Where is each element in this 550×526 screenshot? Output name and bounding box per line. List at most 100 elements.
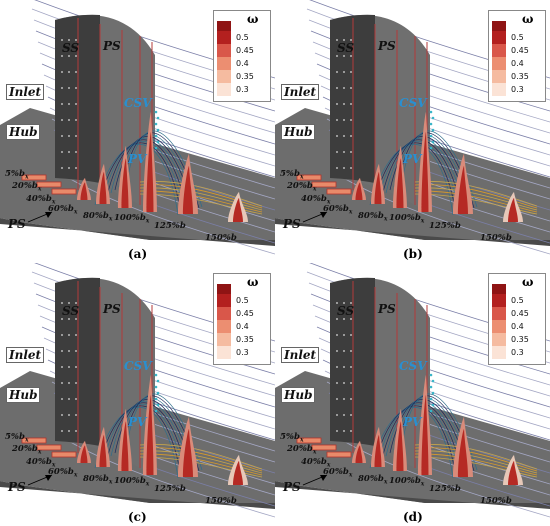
- label-ps-arrow: PS: [283, 480, 301, 494]
- surface-marker: [343, 366, 345, 368]
- ps-pointer-arrowhead: [45, 212, 52, 218]
- station-label: 20%bx: [287, 182, 316, 193]
- legend-tick: 0.5: [236, 33, 249, 42]
- surface-marker: [75, 382, 77, 384]
- station-text: 150%b: [480, 496, 512, 506]
- legend-tick: 0.4: [511, 59, 524, 68]
- surface-marker: [343, 334, 345, 336]
- loss-contour-core: [421, 395, 429, 475]
- surface-marker: [61, 382, 63, 384]
- surface-marker: [68, 135, 70, 137]
- panel-caption: (b): [403, 247, 423, 261]
- surface-marker: [61, 87, 63, 89]
- station-label: 150%b: [205, 234, 237, 243]
- surface-marker: [350, 350, 352, 352]
- station-text: 80%b: [83, 474, 109, 484]
- surface-marker: [61, 398, 63, 400]
- station-label: 100%bx: [389, 477, 424, 488]
- surface-marker: [336, 430, 338, 432]
- surface-marker: [75, 318, 77, 320]
- station-text: 60%b: [48, 204, 74, 214]
- vortex-marker: [431, 140, 435, 144]
- panel-caption: (c): [128, 510, 147, 524]
- station-label: 5%bx: [5, 433, 29, 444]
- panel-c: SS PS Inlet Hub CSV PV PS 5%bx 20%bx 40%bx 60%bx 80…: [0, 263, 275, 526]
- station-text: 150%b: [205, 496, 237, 506]
- surface-marker: [61, 302, 63, 304]
- station-text: 100%b: [389, 476, 421, 486]
- surface-marker: [343, 318, 345, 320]
- loss-contour-plane: [311, 444, 337, 451]
- legend-tick: 0.5: [236, 296, 249, 305]
- surface-marker: [343, 414, 345, 416]
- surface-marker: [350, 151, 352, 153]
- legend-swatch: [492, 333, 506, 346]
- surface-marker: [350, 398, 352, 400]
- station-subscript: x: [37, 185, 42, 193]
- vortex-marker: [154, 373, 158, 377]
- station-text: 125%b: [154, 221, 186, 231]
- surface-marker: [75, 39, 77, 41]
- legend-swatch: [217, 294, 231, 307]
- legend-tick: 0.45: [511, 309, 529, 318]
- legend-tick: 0.3: [236, 85, 249, 94]
- station-label: 5%bx: [280, 170, 304, 181]
- surface-marker: [336, 302, 338, 304]
- label-ss: SS: [337, 41, 355, 55]
- loss-contour-core: [458, 166, 468, 214]
- legend-title: ω: [247, 12, 259, 26]
- surface-marker: [75, 71, 77, 73]
- station-text: 60%b: [323, 204, 349, 214]
- station-subscript: x: [108, 478, 113, 486]
- station-subscript: x: [24, 436, 29, 444]
- colorbar-legend: ω 0.5 0.45 0.4 0.35 0.3: [488, 10, 546, 102]
- surface-marker: [75, 87, 77, 89]
- loss-contour-plane: [296, 437, 322, 444]
- loss-contour-plane: [296, 174, 322, 181]
- surface-marker: [336, 119, 338, 121]
- surface-marker: [343, 39, 345, 41]
- station-text: 40%b: [26, 457, 52, 467]
- loss-contour-core: [374, 435, 382, 467]
- surface-marker: [336, 318, 338, 320]
- station-text: 100%b: [389, 213, 421, 223]
- colorbar-legend: ω 0.5 0.45 0.4 0.35 0.3: [213, 273, 271, 365]
- loss-contour-core: [374, 172, 382, 204]
- surface-marker: [336, 366, 338, 368]
- label-ss: SS: [62, 304, 80, 318]
- station-text: 100%b: [114, 213, 146, 223]
- surface-marker: [61, 119, 63, 121]
- station-subscript: x: [73, 208, 78, 216]
- legend-title: ω: [247, 275, 259, 289]
- label-ps: PS: [103, 39, 121, 53]
- surface-marker: [343, 167, 345, 169]
- station-label: 80%bx: [83, 212, 112, 223]
- streamline-low: [139, 447, 263, 472]
- legend-tick: 0.45: [236, 46, 254, 55]
- surface-marker: [350, 302, 352, 304]
- vortex-marker: [156, 391, 160, 395]
- station-text: 150%b: [205, 233, 237, 243]
- surface-marker: [75, 119, 77, 121]
- surface-marker: [343, 382, 345, 384]
- surface-marker: [61, 71, 63, 73]
- legend-tick: 0.5: [511, 296, 524, 305]
- surface-marker: [336, 39, 338, 41]
- loss-contour-plane: [36, 181, 62, 188]
- legend-cap: [217, 284, 231, 294]
- vortex-marker: [429, 110, 433, 114]
- surface-marker: [61, 350, 63, 352]
- station-subscript: x: [312, 448, 317, 456]
- legend-cap: [492, 21, 506, 31]
- surface-marker: [350, 366, 352, 368]
- legend-swatch: [492, 31, 506, 44]
- legend-swatch: [492, 57, 506, 70]
- surface-marker: [61, 135, 63, 137]
- surface-marker: [68, 334, 70, 336]
- surface-marker: [350, 119, 352, 121]
- surface-marker: [75, 350, 77, 352]
- label-ps: PS: [103, 302, 121, 316]
- loss-contour-plane: [21, 174, 47, 181]
- surface-marker: [68, 398, 70, 400]
- streamline-low: [414, 184, 538, 209]
